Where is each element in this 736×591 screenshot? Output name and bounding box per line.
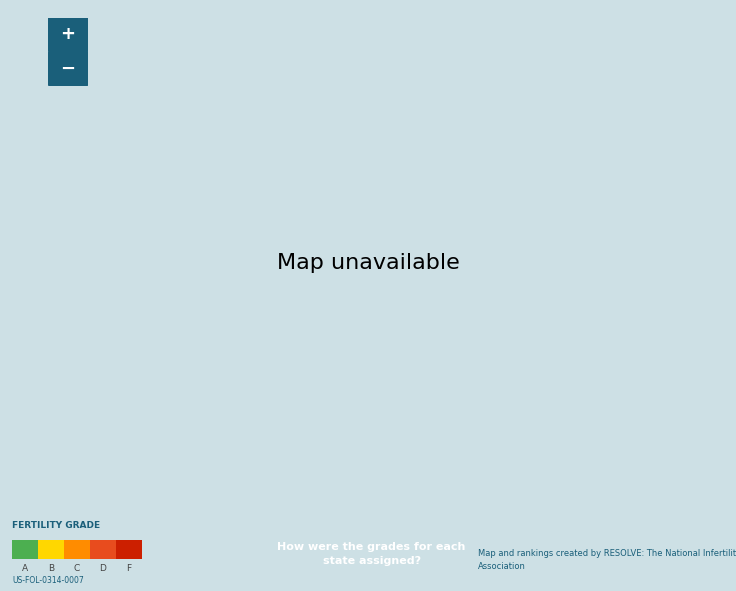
Text: FERTILITY GRADE: FERTILITY GRADE (13, 521, 100, 531)
Bar (116, 540, 142, 560)
Bar (13, 540, 38, 560)
Bar (64, 540, 90, 560)
Text: Map and rankings created by RESOLVE: The National Infertility
Association: Map and rankings created by RESOLVE: The… (478, 549, 736, 571)
FancyBboxPatch shape (48, 17, 88, 53)
Bar (38, 540, 64, 560)
Text: A: A (22, 564, 28, 573)
Text: B: B (48, 564, 54, 573)
Text: US-FOL-0314-0007: US-FOL-0314-0007 (13, 576, 84, 585)
Text: −: − (60, 60, 76, 77)
Text: How were the grades for each
state assigned?: How were the grades for each state assig… (277, 543, 466, 566)
Text: +: + (60, 25, 76, 43)
Text: D: D (99, 564, 106, 573)
Bar (90, 540, 116, 560)
Text: F: F (127, 564, 131, 573)
Text: C: C (74, 564, 80, 573)
FancyBboxPatch shape (48, 50, 88, 87)
Text: Map unavailable: Map unavailable (277, 253, 459, 273)
